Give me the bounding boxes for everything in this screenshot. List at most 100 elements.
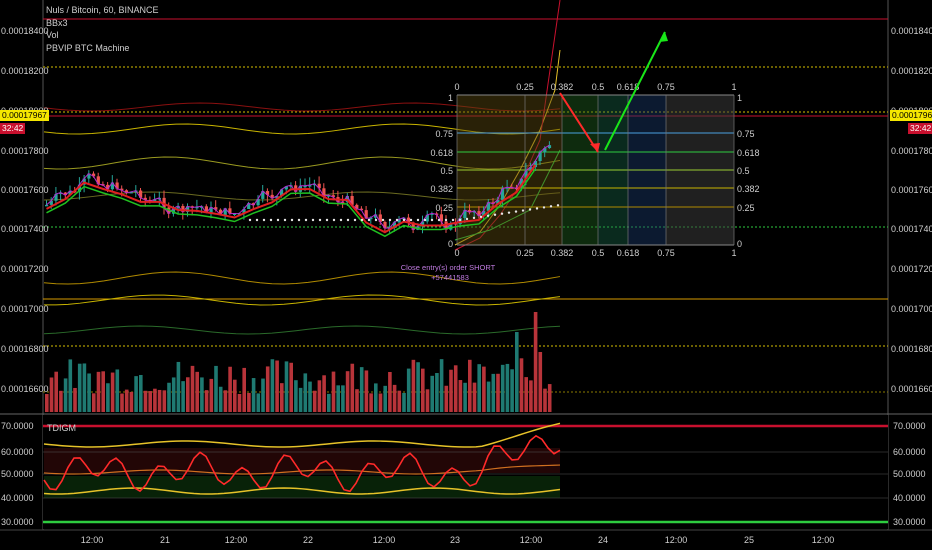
dot-marker xyxy=(493,213,497,216)
dot-marker xyxy=(388,218,392,222)
candle-body xyxy=(406,217,411,223)
fib-label-right: 1 xyxy=(737,93,742,103)
candle-body xyxy=(214,207,218,210)
fib-label-top: 0.75 xyxy=(657,82,675,92)
volume-bar xyxy=(547,384,552,412)
fib-label-bottom: 0 xyxy=(454,248,459,258)
volume-bar xyxy=(265,366,270,412)
indicator-pbvip[interactable]: PBVIP BTC Machine xyxy=(46,42,130,53)
tdi-lower-band xyxy=(43,487,561,495)
volume-bar xyxy=(195,371,199,412)
fib-label-top: 0.618 xyxy=(617,82,640,92)
candle-body xyxy=(96,176,100,185)
volume-bar xyxy=(120,393,124,412)
price-axis-right[interactable]: 0.000184000.000182000.000180000.00017800… xyxy=(891,26,932,394)
fib-label-bottom: 0.5 xyxy=(592,248,605,258)
candle-body xyxy=(106,184,110,190)
annotation-line2: +57441583 xyxy=(431,273,469,282)
price-label-left: 0.00017200 xyxy=(1,264,49,274)
candle-body xyxy=(327,195,331,197)
volume-bar xyxy=(350,363,355,412)
fib-label-right: 0.75 xyxy=(737,129,755,139)
indicator-vol[interactable]: Vol xyxy=(46,30,59,40)
candle-body xyxy=(317,183,321,189)
volume-bar xyxy=(355,389,359,412)
candle-body xyxy=(223,208,227,215)
volume-bar xyxy=(129,391,134,412)
candle-body xyxy=(261,191,265,199)
dot-marker xyxy=(402,218,406,222)
time-axis[interactable]: 12:00 21 12:00 22 12:00 23 12:00 24 12:00 25 12:00 xyxy=(81,535,835,545)
fib-label-left: 0.5 xyxy=(440,166,453,176)
osc-label-right: 30.0000 xyxy=(893,517,926,527)
oscillator-axis[interactable]: 70.0000 70.0000 60.0000 60.0000 50.0000 50.00… xyxy=(1,421,926,527)
band-mid-lower xyxy=(43,271,561,285)
candle-body xyxy=(331,195,335,198)
volume-bar xyxy=(416,362,420,412)
volume-bar xyxy=(247,392,251,412)
time-label: 12:00 xyxy=(812,535,835,545)
time-label: 23 xyxy=(450,535,460,545)
candle-body xyxy=(482,210,486,216)
dot-marker xyxy=(395,218,399,222)
candle-body xyxy=(280,189,284,197)
chart-header: Nuls / Bitcoin, 60, BINANCE BBx3 Vol PBV… xyxy=(46,4,159,54)
volume-bar xyxy=(110,372,115,412)
candle-body xyxy=(139,190,143,198)
volume-bar xyxy=(341,385,345,412)
indicator-bbx3[interactable]: BBx3 xyxy=(46,17,68,28)
trend-line-green xyxy=(46,168,536,238)
volume-bar xyxy=(411,359,416,412)
time-label: 12:00 xyxy=(520,535,543,545)
volume-bar xyxy=(430,375,434,412)
candle-body xyxy=(430,213,434,215)
volume-bar xyxy=(148,391,152,412)
price-label-left: 0.00016800 xyxy=(1,344,49,354)
volume-bar xyxy=(482,366,486,412)
dot-marker xyxy=(451,218,455,222)
price-label-left: 0.00016600 xyxy=(1,384,49,394)
volume-bar xyxy=(289,362,293,412)
candle-body xyxy=(59,192,63,195)
price-label-right: 0.00017200 xyxy=(891,264,932,274)
candle-body xyxy=(275,196,279,199)
volume-bar xyxy=(176,361,181,412)
forecast-arrows[interactable] xyxy=(559,31,668,153)
candle-body xyxy=(153,199,157,202)
arrow-down xyxy=(559,92,599,153)
volume-bar xyxy=(228,366,232,412)
fib-label-bottom: 0.382 xyxy=(551,248,574,258)
current-price-tag-right: 0.00017967 xyxy=(890,110,932,121)
volume-bar xyxy=(153,388,157,412)
candle-body xyxy=(148,199,152,202)
volume-bar xyxy=(515,332,519,412)
candle-body xyxy=(284,186,288,190)
candle-body xyxy=(397,219,401,223)
fib-label-left: 0.618 xyxy=(430,148,453,158)
candle-body xyxy=(374,214,378,218)
volume-bar xyxy=(251,378,256,412)
volume-bar xyxy=(186,377,190,412)
candle-body xyxy=(439,214,443,222)
symbol-title[interactable]: Nuls / Bitcoin, 60, BINANCE xyxy=(46,5,159,15)
volume-bar xyxy=(425,389,430,412)
candle-body xyxy=(256,198,260,206)
time-label: 21 xyxy=(160,535,170,545)
candle-body xyxy=(533,160,537,168)
candle-body xyxy=(110,182,114,190)
osc-lower-fill xyxy=(44,476,560,498)
price-label-left: 0.00017000 xyxy=(1,304,49,314)
price-axis-left[interactable]: 0.000184000.000182000.000180000.00017800… xyxy=(1,26,49,394)
fib-label-left: 0.382 xyxy=(430,184,453,194)
volume-bar xyxy=(463,382,467,412)
dot-marker xyxy=(486,214,490,217)
volume-bar xyxy=(364,370,369,412)
dot-marker xyxy=(458,218,462,222)
dot-marker xyxy=(248,218,252,222)
volume-bar xyxy=(519,358,524,412)
oscillator-title: TDIGM xyxy=(47,423,76,433)
osc-label-right: 50.0000 xyxy=(893,469,926,479)
fib-label-left: 0.75 xyxy=(435,129,453,139)
